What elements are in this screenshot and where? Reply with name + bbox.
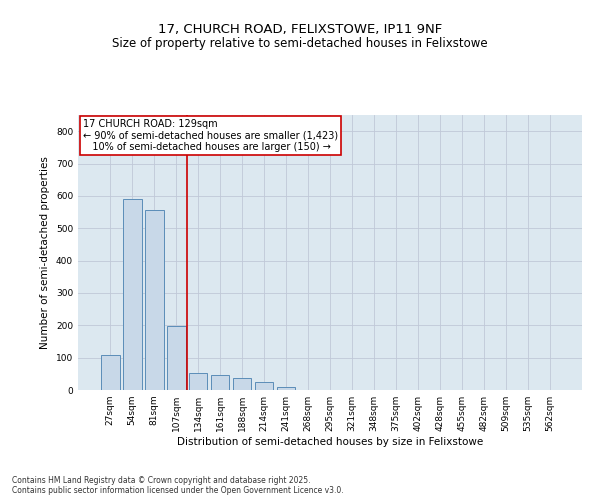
Bar xyxy=(123,199,142,390)
Bar xyxy=(189,373,208,390)
Y-axis label: Number of semi-detached properties: Number of semi-detached properties xyxy=(40,156,50,349)
Bar xyxy=(145,210,164,390)
Bar xyxy=(211,375,229,390)
Bar xyxy=(277,388,295,390)
Text: Size of property relative to semi-detached houses in Felixstowe: Size of property relative to semi-detach… xyxy=(112,38,488,51)
Bar xyxy=(233,378,251,390)
X-axis label: Distribution of semi-detached houses by size in Felixstowe: Distribution of semi-detached houses by … xyxy=(177,437,483,447)
Text: Contains HM Land Registry data © Crown copyright and database right 2025.
Contai: Contains HM Land Registry data © Crown c… xyxy=(12,476,344,495)
Bar xyxy=(101,356,119,390)
Bar xyxy=(255,382,274,390)
Text: 17, CHURCH ROAD, FELIXSTOWE, IP11 9NF: 17, CHURCH ROAD, FELIXSTOWE, IP11 9NF xyxy=(158,22,442,36)
Bar xyxy=(167,326,185,390)
Text: 17 CHURCH ROAD: 129sqm
← 90% of semi-detached houses are smaller (1,423)
   10% : 17 CHURCH ROAD: 129sqm ← 90% of semi-det… xyxy=(83,119,338,152)
